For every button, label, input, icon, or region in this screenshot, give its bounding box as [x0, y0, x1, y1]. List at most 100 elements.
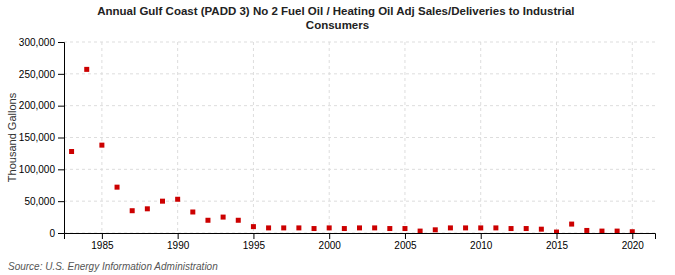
x-tick-label: 2010 — [470, 240, 493, 251]
point — [312, 226, 317, 231]
y-tick-label: 150,000 — [19, 132, 56, 143]
point — [599, 229, 604, 233]
grid-line-x — [177, 42, 178, 233]
y-axis-line — [58, 43, 65, 234]
x-tick: 1995 — [243, 233, 266, 251]
y-tick: 50,000 — [24, 196, 64, 207]
grid-line-y — [64, 169, 655, 170]
point — [569, 222, 574, 227]
point — [418, 229, 423, 233]
y-tick-label: 200,000 — [19, 100, 56, 111]
point — [524, 226, 529, 231]
point — [175, 197, 180, 202]
point — [493, 225, 498, 230]
x-tick-mark — [178, 233, 179, 239]
x-tick: 1990 — [167, 233, 190, 251]
grid-line-x — [101, 42, 102, 233]
y-tick-mark — [58, 106, 64, 107]
title: Annual Gulf Coast (PADD 3) No 2 Fuel Oil… — [97, 5, 578, 31]
y-tick-mark — [58, 42, 64, 43]
point — [281, 225, 286, 230]
y-tick-mark — [58, 74, 64, 75]
point — [190, 209, 195, 214]
y-axis: 0 50,000 100,000 150,000 200,000 250,000 300,0… — [19, 37, 65, 239]
point — [130, 208, 135, 213]
x-tick: 2000 — [319, 233, 342, 251]
point — [221, 215, 226, 220]
x-tick: 2015 — [546, 233, 569, 251]
y-tick: 300,000 — [19, 37, 64, 48]
point — [160, 199, 165, 204]
point — [402, 226, 407, 231]
point — [266, 225, 271, 230]
point — [372, 225, 377, 230]
point — [554, 230, 559, 233]
point — [478, 225, 483, 230]
x-tick-mark — [481, 233, 482, 239]
y-tick: 150,000 — [19, 132, 64, 143]
x-tick-mark — [405, 233, 406, 239]
point — [615, 229, 620, 233]
x-tick-mark — [253, 233, 254, 239]
x-tick: 2010 — [470, 233, 493, 251]
grid-line-x — [556, 42, 557, 233]
x-tick-mark — [632, 233, 633, 239]
grid-line-x — [404, 42, 405, 233]
x-tick: 2005 — [394, 233, 417, 251]
source: Source: U.S. Energy Information Administ… — [8, 261, 218, 272]
chart: Annual Gulf Coast (PADD 3) No 2 Fuel Oil… — [0, 0, 675, 275]
y-tick: 100,000 — [19, 164, 64, 175]
point — [342, 226, 347, 231]
x-tick: 1985 — [91, 233, 114, 251]
grid-line-x — [253, 42, 254, 233]
point — [630, 229, 635, 233]
y-tick: 0 — [49, 228, 64, 239]
point — [327, 225, 332, 230]
x-axis-line — [65, 234, 656, 240]
y-tick: 250,000 — [19, 69, 64, 80]
x-tick: 2020 — [622, 233, 645, 251]
x-tick-label: 1990 — [167, 240, 190, 251]
x-axis: 1985 1990 1995 2000 2005 2010 2015 2020 — [65, 233, 656, 251]
grid-line-y — [64, 137, 655, 138]
x-tick-label: 1995 — [243, 240, 266, 251]
title-line: Consumers — [306, 19, 369, 31]
point — [99, 143, 104, 148]
y-tick-mark — [58, 169, 64, 170]
y-tick-mark — [58, 233, 64, 234]
point — [251, 224, 256, 229]
grid-line-x — [329, 42, 330, 233]
y-tick-mark — [58, 201, 64, 202]
point — [463, 225, 468, 230]
title-line: Annual Gulf Coast (PADD 3) No 2 Fuel Oil… — [97, 5, 574, 17]
point — [433, 227, 438, 232]
y-tick-label: 0 — [49, 228, 55, 239]
point — [296, 225, 301, 230]
grid-line-y — [64, 73, 655, 74]
point — [84, 67, 89, 72]
y-tick-label: 250,000 — [19, 69, 56, 80]
x-tick-label: 2000 — [319, 240, 342, 251]
point — [69, 149, 74, 154]
point — [357, 225, 362, 230]
points — [69, 67, 635, 233]
point — [205, 218, 210, 223]
grid-line-y — [64, 201, 655, 202]
grid-line-y — [64, 105, 655, 106]
x-tick-mark — [557, 233, 558, 239]
point — [115, 185, 120, 190]
y-axis-title: Thousand Gallons — [6, 92, 18, 182]
grid-line-x — [632, 42, 633, 233]
x-tick-mark — [329, 233, 330, 239]
y-tick: 200,000 — [19, 100, 64, 111]
x-tick-label: 2020 — [622, 240, 645, 251]
y-tick-label: 100,000 — [19, 164, 56, 175]
x-tick-mark — [102, 233, 103, 239]
y-tick-label: 300,000 — [19, 37, 56, 48]
point — [145, 206, 150, 211]
point — [539, 227, 544, 232]
point — [236, 218, 241, 223]
point — [387, 226, 392, 231]
grid-line-y — [64, 42, 655, 43]
grid-line-x — [480, 42, 481, 233]
